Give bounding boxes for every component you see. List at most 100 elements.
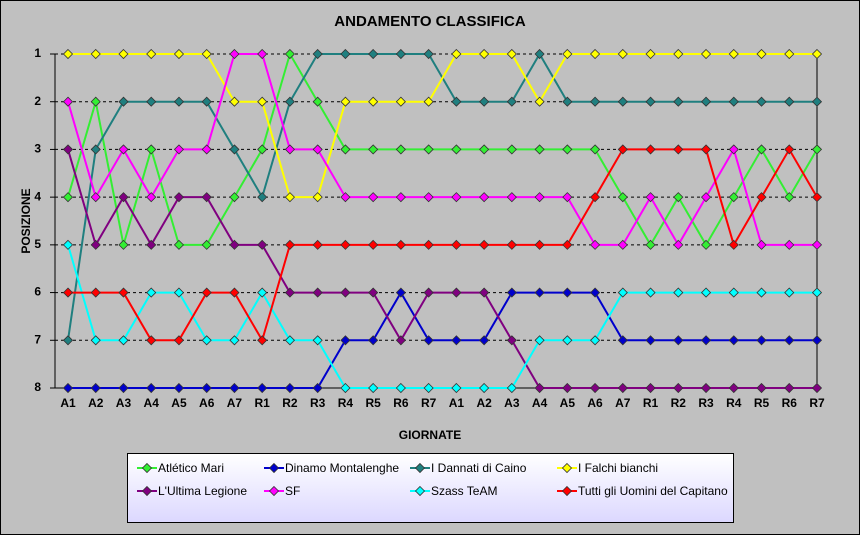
data-point — [728, 382, 739, 394]
data-point — [229, 192, 240, 203]
data-point — [700, 335, 712, 346]
y-tick-label: 2 — [34, 94, 41, 108]
data-point — [173, 382, 185, 394]
series-line — [67, 149, 817, 389]
legend-marker — [141, 462, 153, 474]
data-point — [673, 335, 684, 346]
data-point — [312, 239, 323, 250]
data-point — [479, 192, 490, 203]
legend-marker — [561, 462, 573, 474]
x-tick-label: A7 — [227, 396, 243, 410]
data-point — [562, 144, 573, 155]
data-point — [395, 192, 406, 203]
data-point — [506, 335, 517, 346]
data-point — [118, 192, 129, 203]
data-point — [284, 287, 295, 298]
data-point — [118, 144, 129, 155]
data-point — [590, 96, 601, 107]
legend-marker — [268, 462, 280, 474]
legend-marker — [268, 485, 280, 497]
data-point — [368, 239, 379, 250]
data-point — [811, 144, 823, 155]
data-point — [340, 192, 351, 203]
data-point — [90, 192, 101, 203]
data-point — [479, 239, 490, 250]
x-tick-label: A5 — [171, 396, 187, 410]
data-point — [590, 239, 601, 250]
legend-item: I Falchi bianchi — [556, 460, 748, 476]
data-point — [201, 239, 212, 250]
chart-title: ANDAMENTO CLASSIFICA — [334, 13, 526, 30]
x-tick-label: A3 — [116, 396, 132, 410]
data-point — [62, 239, 74, 250]
x-tick-label: R4 — [726, 396, 742, 410]
data-point — [700, 382, 712, 394]
data-point — [451, 48, 462, 60]
data-point — [700, 48, 712, 60]
data-point — [728, 192, 739, 203]
data-point — [784, 48, 795, 60]
data-point — [118, 382, 129, 394]
data-point — [118, 287, 129, 298]
data-point — [590, 382, 601, 394]
x-tick-label: A6 — [199, 396, 215, 410]
data-point — [590, 287, 601, 298]
data-point — [811, 96, 823, 107]
data-point — [201, 287, 212, 298]
x-tick-label: A1 — [60, 396, 76, 410]
legend-marker — [414, 485, 426, 497]
data-point — [479, 335, 490, 346]
data-point — [340, 239, 351, 250]
data-point — [90, 382, 101, 394]
data-point — [451, 144, 462, 155]
data-point — [700, 144, 712, 155]
data-point — [368, 48, 379, 60]
legend-item: L'Ultima Legione — [136, 483, 328, 499]
data-point — [257, 144, 268, 155]
x-tick-label: A5 — [560, 396, 576, 410]
data-point — [451, 335, 462, 346]
series-line — [67, 53, 817, 247]
x-tick-label: A7 — [615, 396, 631, 410]
data-point — [728, 96, 739, 107]
data-point — [423, 96, 434, 107]
legend-label: Dinamo Montalenghe — [285, 461, 400, 475]
legend-swatch — [264, 485, 284, 497]
data-point — [62, 144, 74, 155]
data-point — [728, 335, 739, 346]
data-point — [784, 335, 795, 346]
data-point — [728, 144, 739, 155]
data-point — [90, 96, 101, 107]
data-point — [257, 239, 268, 250]
data-point — [62, 382, 74, 394]
data-point — [146, 144, 157, 155]
x-tick-label: R6 — [393, 396, 409, 410]
legend-swatch — [137, 485, 157, 497]
data-point — [173, 144, 185, 155]
data-point — [395, 239, 406, 250]
x-tick-label: R2 — [671, 396, 687, 410]
data-point — [645, 382, 656, 394]
legend-swatch — [410, 485, 430, 497]
data-point — [395, 287, 406, 298]
data-point — [90, 287, 101, 298]
data-point — [479, 382, 490, 394]
data-point — [173, 192, 185, 203]
data-point — [118, 48, 129, 60]
data-point — [368, 96, 379, 107]
data-point — [562, 48, 573, 60]
x-tick-label: A2 — [88, 396, 104, 410]
data-point — [340, 96, 351, 107]
data-point — [617, 382, 628, 394]
data-point — [395, 335, 406, 346]
y-tick-label: 7 — [34, 332, 41, 346]
data-point — [811, 48, 823, 60]
data-point — [62, 287, 74, 298]
y-tick-label: 3 — [34, 142, 41, 156]
data-point — [756, 96, 767, 107]
data-point — [340, 335, 351, 346]
data-point — [118, 335, 129, 346]
data-point — [590, 192, 601, 203]
y-tick-label: 8 — [34, 380, 41, 394]
